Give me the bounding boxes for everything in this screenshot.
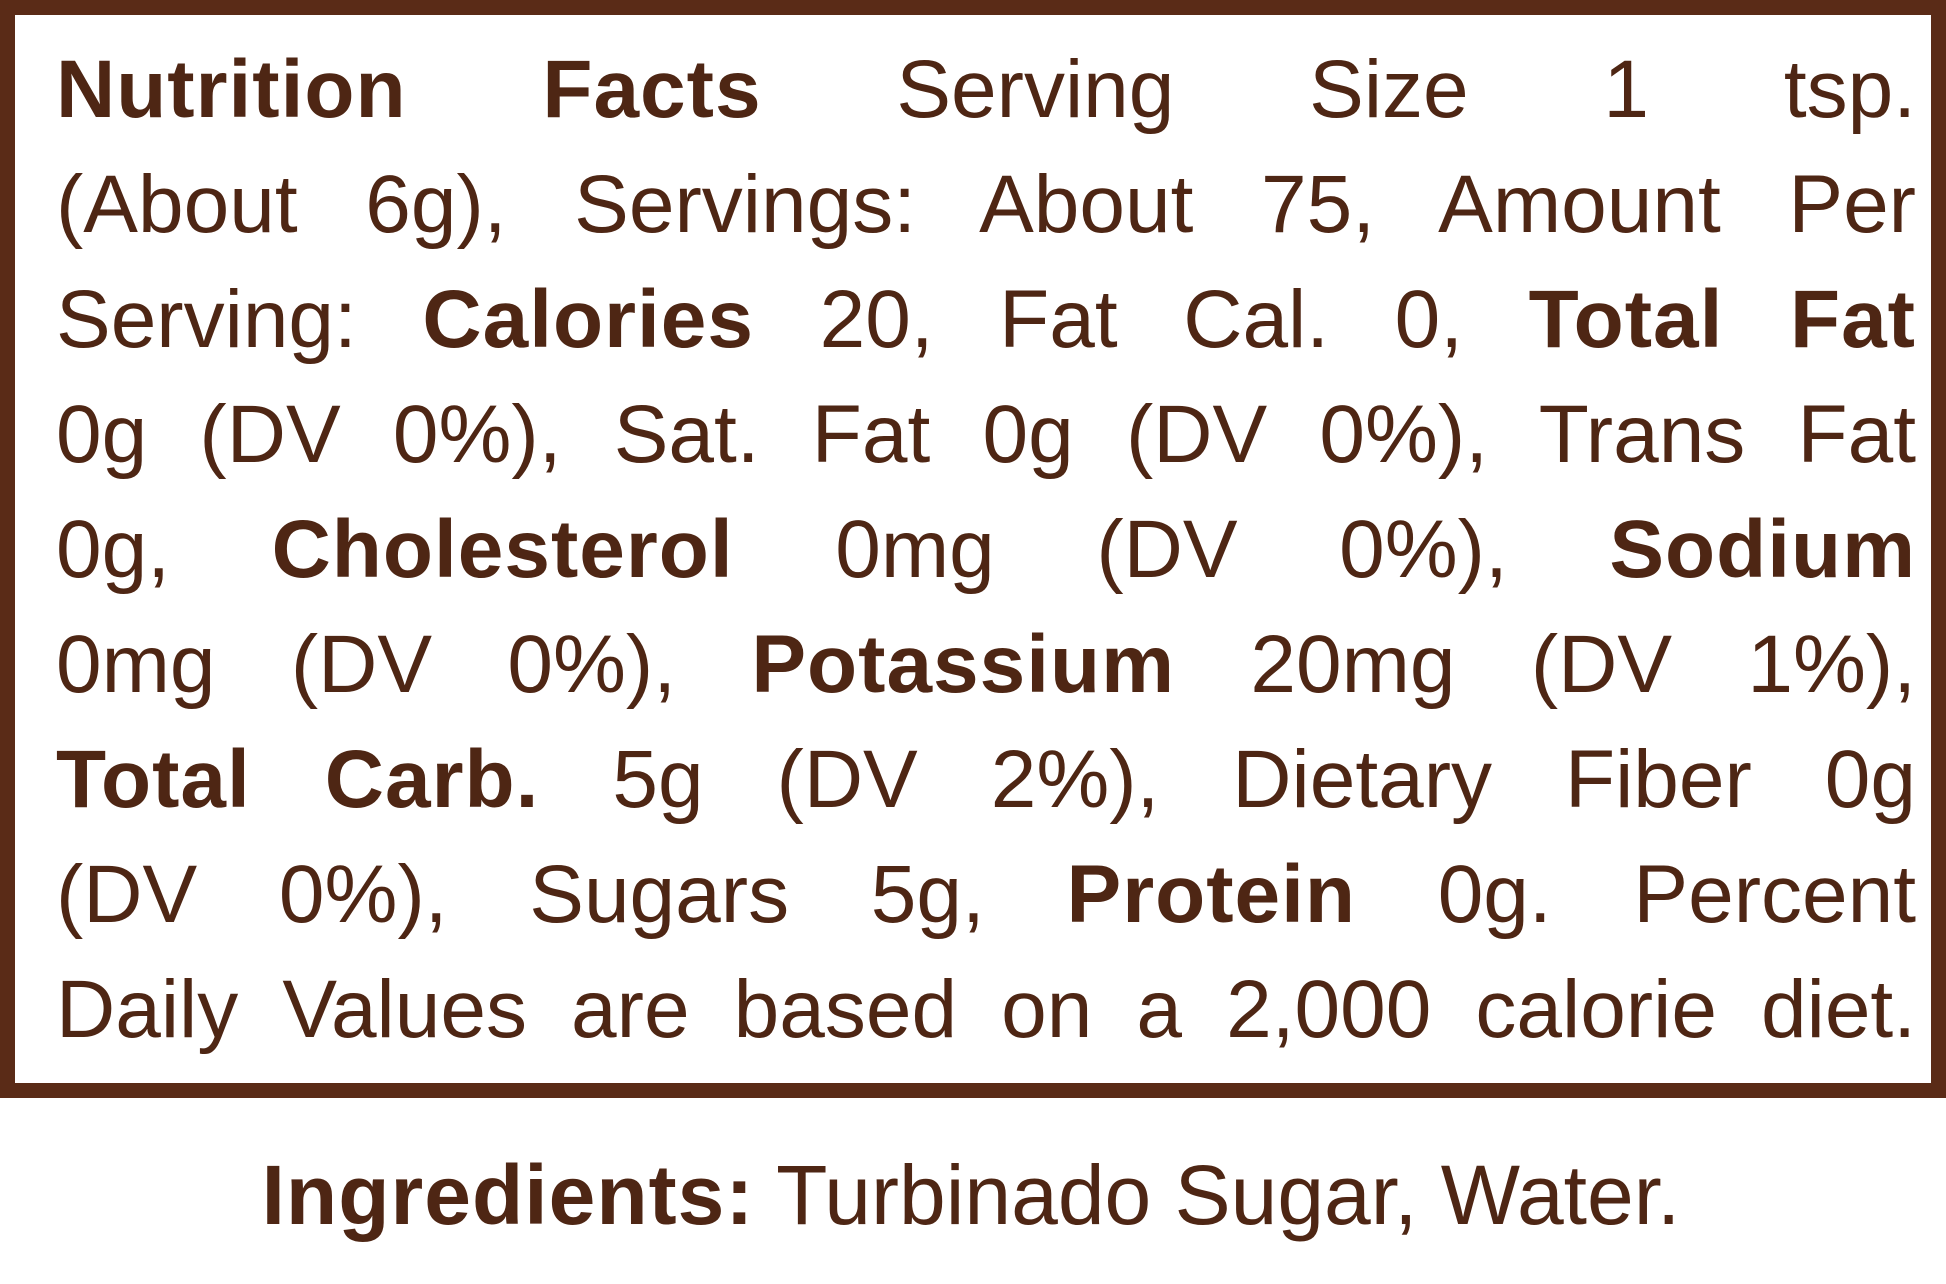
text-line: 0g, Cholesterol 0mg (DV 0%), Sodium bbox=[56, 492, 1916, 607]
text: Daily Values are based on a 2,000 calori… bbox=[56, 964, 1916, 1055]
bold-text: Cholesterol bbox=[271, 504, 734, 595]
text: 0mg (DV 0%), bbox=[56, 619, 752, 710]
text-line: Serving: Calories 20, Fat Cal. 0, Total … bbox=[56, 262, 1916, 377]
text: Serving Size 1 tsp. bbox=[761, 44, 1916, 135]
nutrition-panel: Nutrition Facts Serving Size 1 tsp. (Abou… bbox=[0, 0, 1946, 1098]
text: 5g (DV 2%), Dietary Fiber 0g bbox=[539, 734, 1916, 825]
text-line: 0g (DV 0%), Sat. Fat 0g (DV 0%), Trans F… bbox=[56, 377, 1916, 492]
text: 0g, bbox=[56, 504, 272, 595]
bold-text: Total Fat bbox=[1528, 274, 1916, 365]
ingredients-label: Ingredients: bbox=[261, 1148, 755, 1242]
bold-text: Calories bbox=[422, 274, 755, 365]
bold-text: Total Carb. bbox=[56, 734, 540, 825]
bold-text: Sodium bbox=[1609, 504, 1916, 595]
text-line: (DV 0%), Sugars 5g, Protein 0g. Percent bbox=[56, 837, 1916, 952]
ingredients: Ingredients: Turbinado Sugar, Water. bbox=[74, 1140, 1868, 1250]
text-line: (About 6g), Servings: About 75, Amount P… bbox=[56, 147, 1916, 262]
bold-text: Protein bbox=[1066, 849, 1356, 940]
text: 0g (DV 0%), Sat. Fat 0g (DV 0%), Trans F… bbox=[56, 389, 1916, 480]
text: (DV 0%), Sugars 5g, bbox=[56, 849, 1067, 940]
nutrition-text: Nutrition Facts Serving Size 1 tsp. (Abou… bbox=[56, 32, 1916, 1067]
text: 0mg (DV 0%), bbox=[733, 504, 1610, 595]
bold-text: Potassium bbox=[751, 619, 1176, 710]
text-line: Nutrition Facts Serving Size 1 tsp. bbox=[56, 32, 1916, 147]
text: Serving: bbox=[56, 274, 423, 365]
text: 20, Fat Cal. 0, bbox=[754, 274, 1529, 365]
bold-text: Nutrition Facts bbox=[56, 44, 762, 135]
text: (About 6g), Servings: About 75, Amount P… bbox=[56, 159, 1916, 250]
ingredients-text: Turbinado Sugar, Water. bbox=[754, 1148, 1681, 1242]
text-line: 0mg (DV 0%), Potassium 20mg (DV 1%), bbox=[56, 607, 1916, 722]
text: 20mg (DV 1%), bbox=[1175, 619, 1916, 710]
text-line: Total Carb. 5g (DV 2%), Dietary Fiber 0g bbox=[56, 722, 1916, 837]
text-line: Daily Values are based on a 2,000 calori… bbox=[56, 952, 1916, 1067]
text: 0g. Percent bbox=[1355, 849, 1916, 940]
